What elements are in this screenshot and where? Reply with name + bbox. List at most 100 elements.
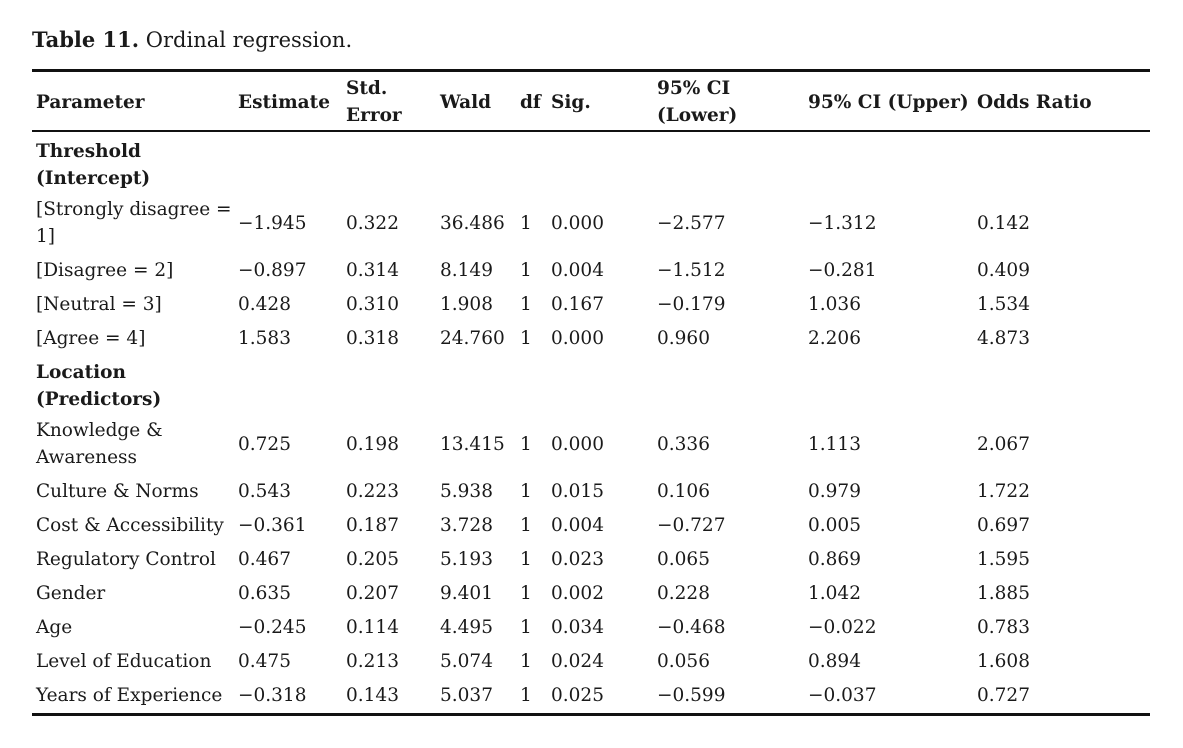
col-header: Std. Error: [346, 78, 402, 126]
estimate-cell: −0.245: [238, 617, 307, 638]
ci-upper-cell: −1.312: [808, 212, 877, 234]
ci-lower-cell: 0.960: [657, 328, 710, 349]
std-error-cell: 0.114: [346, 617, 399, 638]
empty-cell: [973, 131, 1150, 193]
wald-cell: 3.728: [440, 515, 493, 536]
odds-ratio-cell: 1.534: [977, 294, 1030, 315]
odds-ratio-cell: 0.727: [977, 685, 1030, 706]
table-row: [Strongly disagree = 1] −1.945 0.322 36.486…: [32, 193, 1150, 254]
ci-upper-cell: −0.022: [808, 617, 877, 638]
sig-cell: 0.015: [551, 481, 604, 502]
ci-upper-cell: 0.869: [808, 549, 861, 570]
table-row: Regulatory Control 0.467 0.205 5.193 1 0.023 0…: [32, 543, 1150, 577]
wald-cell: 36.486: [440, 212, 505, 234]
sig-cell: 0.034: [551, 617, 604, 638]
estimate-cell: 0.725: [238, 433, 291, 455]
estimate-cell: 0.467: [238, 549, 291, 570]
ci-lower-cell: −0.599: [657, 685, 726, 706]
wald-cell: 1.908: [440, 294, 493, 315]
std-error-cell: 0.310: [346, 294, 399, 315]
ci-lower-cell: 0.228: [657, 583, 710, 604]
odds-ratio-cell: 1.608: [977, 651, 1030, 672]
df-cell: 1: [520, 328, 532, 349]
table-row: Gender 0.635 0.207 9.401 1 0.002 0.228 1.042 1.8…: [32, 577, 1150, 611]
ci-lower-cell: −2.577: [657, 212, 726, 234]
parameter-cell: Regulatory Control: [36, 549, 216, 570]
odds-ratio-cell: 0.783: [977, 617, 1030, 638]
regression-table: Parameter Estimate Std. Error Wald df Si…: [32, 69, 1150, 716]
wald-cell: 5.193: [440, 549, 493, 570]
table-row: [Agree = 4] 1.583 0.318 24.760 1 0.000 0.960 2.…: [32, 322, 1150, 356]
table-caption-label: Table 11.: [32, 27, 140, 52]
empty-cell: [516, 356, 547, 414]
table-row: Cost & Accessibility −0.361 0.187 3.728 1 0.0…: [32, 509, 1150, 543]
empty-cell: [436, 356, 516, 414]
table-caption: Table 11. Ordinal regression.: [32, 26, 352, 54]
estimate-cell: −1.945: [238, 212, 307, 234]
ci-upper-cell: 0.894: [808, 651, 861, 672]
ci-lower-cell: 0.336: [657, 433, 710, 455]
col-header: Odds Ratio: [977, 91, 1092, 113]
parameter-cell: Gender: [36, 583, 106, 604]
sig-cell: 0.025: [551, 685, 604, 706]
empty-cell: [234, 131, 342, 193]
sig-cell: 0.000: [551, 328, 604, 349]
std-error-cell: 0.223: [346, 481, 399, 502]
ci-upper-cell: 1.042: [808, 583, 861, 604]
wald-cell: 5.037: [440, 685, 493, 706]
table-row: [Disagree = 2] −0.897 0.314 8.149 1 0.004 −1.5…: [32, 254, 1150, 288]
parameter-cell: Age: [36, 617, 73, 638]
wald-cell: 4.495: [440, 617, 493, 638]
group-title: Location (Predictors): [36, 362, 162, 410]
df-cell: 1: [520, 549, 532, 570]
estimate-cell: −0.897: [238, 260, 307, 281]
parameter-cell: [Disagree = 2]: [36, 260, 174, 281]
group-row: Threshold (Intercept): [32, 131, 1150, 193]
ci-upper-cell: 1.113: [808, 433, 861, 455]
std-error-cell: 0.187: [346, 515, 399, 536]
odds-ratio-cell: 1.722: [977, 481, 1030, 502]
df-cell: 1: [520, 433, 532, 455]
parameter-cell: [Neutral = 3]: [36, 294, 162, 315]
table-row: Culture & Norms 0.543 0.223 5.938 1 0.015 0.10…: [32, 475, 1150, 509]
empty-cell: [234, 356, 342, 414]
parameter-cell: Cost & Accessibility: [36, 515, 224, 536]
odds-ratio-cell: 2.067: [977, 433, 1030, 455]
df-cell: 1: [520, 515, 532, 536]
empty-cell: [436, 131, 516, 193]
table-row: Knowledge & Awareness 0.725 0.198 13.415 1 0.…: [32, 414, 1150, 475]
ci-lower-cell: 0.106: [657, 481, 710, 502]
parameter-cell: Knowledge & Awareness: [36, 420, 163, 468]
parameter-cell: [Strongly disagree = 1]: [36, 199, 232, 247]
empty-cell: [342, 131, 436, 193]
estimate-cell: 0.635: [238, 583, 291, 604]
odds-ratio-cell: 0.697: [977, 515, 1030, 536]
std-error-cell: 0.318: [346, 328, 399, 349]
df-cell: 1: [520, 685, 532, 706]
df-cell: 1: [520, 583, 532, 604]
ci-upper-cell: 2.206: [808, 328, 861, 349]
ci-lower-cell: −0.468: [657, 617, 726, 638]
ci-upper-cell: −0.281: [808, 260, 877, 281]
estimate-cell: 0.475: [238, 651, 291, 672]
sig-cell: 0.024: [551, 651, 604, 672]
empty-cell: [804, 131, 973, 193]
estimate-cell: 1.583: [238, 328, 291, 349]
parameter-cell: [Agree = 4]: [36, 328, 146, 349]
df-cell: 1: [520, 651, 532, 672]
empty-cell: [547, 356, 653, 414]
table-row: Level of Education 0.475 0.213 5.074 1 0.024 0…: [32, 645, 1150, 679]
table-caption-text: Ordinal regression.: [145, 28, 353, 52]
sig-cell: 0.023: [551, 549, 604, 570]
col-header: Parameter: [36, 91, 145, 113]
ci-upper-cell: 0.979: [808, 481, 861, 502]
ci-upper-cell: 1.036: [808, 294, 861, 315]
col-header: Estimate: [238, 91, 330, 113]
df-cell: 1: [520, 617, 532, 638]
estimate-cell: 0.543: [238, 481, 291, 502]
header-row: Parameter Estimate Std. Error Wald df Si…: [32, 70, 1150, 131]
col-header: Sig.: [551, 91, 591, 113]
wald-cell: 9.401: [440, 583, 493, 604]
table-body: Threshold (Intercept) [Strongly disagree …: [32, 131, 1150, 715]
col-header: 95% CI (Upper): [808, 91, 969, 113]
